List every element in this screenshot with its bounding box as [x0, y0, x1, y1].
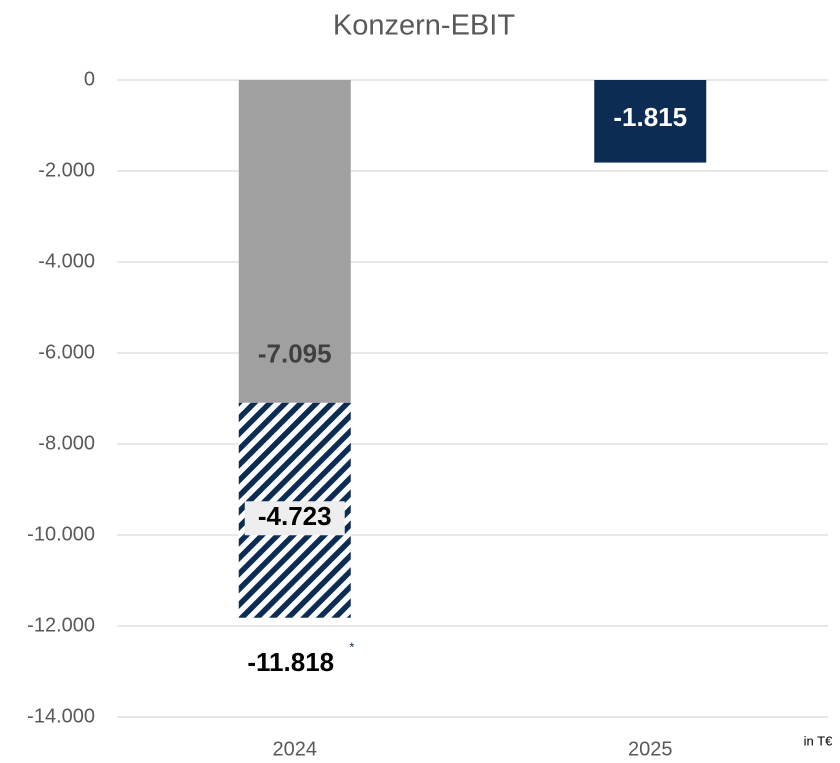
bar-segment — [238, 80, 351, 403]
y-tick-label: -10.000 — [27, 523, 95, 545]
value-label: -7.095 — [258, 339, 332, 369]
label-background — [244, 501, 345, 536]
y-tick-label: -12.000 — [27, 614, 95, 636]
chart-title: Konzern-EBIT — [333, 10, 515, 42]
value-label: -1.815 — [613, 102, 687, 132]
y-tick-label: 0 — [84, 68, 95, 90]
x-tick-label: 2024 — [273, 738, 318, 760]
y-tick-label: -4.000 — [38, 250, 95, 272]
total-label: -11.818 — [247, 647, 334, 677]
y-tick-label: -14.000 — [27, 705, 95, 727]
x-tick-label: 2025 — [628, 738, 673, 760]
y-tick-label: -6.000 — [38, 341, 95, 363]
y-tick-label: -2.000 — [38, 159, 95, 181]
y-tick-label: -8.000 — [38, 432, 95, 454]
value-label: -4.723 — [258, 501, 332, 531]
total-note: * — [349, 639, 354, 654]
bar-segment — [594, 80, 707, 163]
unit-note: in T€ — [804, 733, 833, 748]
